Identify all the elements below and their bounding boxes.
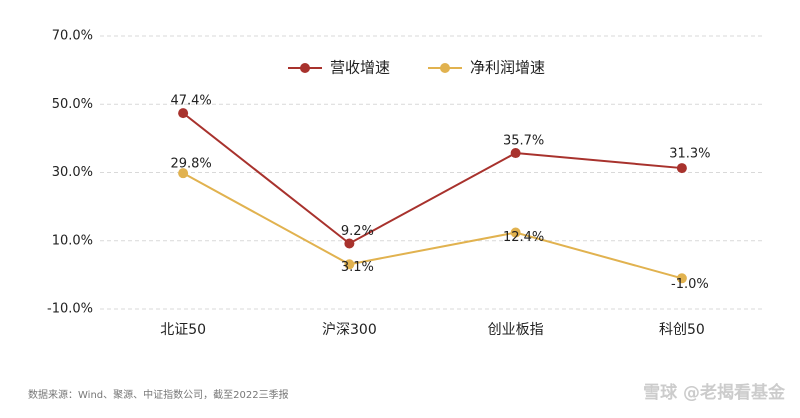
- data-label: 9.2%: [341, 224, 374, 239]
- y-tick-label: 10.0%: [52, 233, 93, 248]
- data-label: -1.0%: [671, 277, 709, 292]
- y-tick-label: -10.0%: [47, 302, 93, 317]
- data-label: 47.4%: [170, 94, 211, 109]
- point: [344, 259, 355, 270]
- source-note: 数据来源：Wind、聚源、中证指数公司，截至2022三季报: [28, 388, 289, 401]
- data-label: 3.1%: [341, 260, 374, 275]
- y-tick-label: 70.0%: [52, 29, 93, 44]
- y-tick-label: 50.0%: [52, 97, 93, 112]
- x-tick-label: 北证50: [160, 322, 206, 338]
- series-line: [182, 112, 682, 245]
- x-tick-label: 创业板指: [488, 322, 544, 338]
- data-label: 12.4%: [503, 230, 544, 245]
- data-label: 31.3%: [669, 147, 710, 162]
- data-label: 29.8%: [170, 157, 211, 172]
- x-tick-label: 沪深300: [322, 322, 377, 338]
- y-tick-label: 30.0%: [52, 165, 93, 180]
- point: [676, 273, 687, 284]
- point: [178, 168, 189, 179]
- legend-marker: [440, 63, 450, 73]
- point: [178, 108, 189, 119]
- point: [510, 227, 521, 238]
- series-line: [182, 172, 683, 280]
- legend-marker: [300, 63, 310, 73]
- point: [676, 163, 687, 174]
- x-tick-label: 科创50: [659, 322, 705, 338]
- watermark: 雪球 @老揭看基金: [643, 382, 786, 403]
- legend-label: 净利润增速: [470, 59, 545, 77]
- point: [510, 148, 521, 159]
- point: [344, 238, 355, 249]
- legend-label: 营收增速: [330, 59, 390, 77]
- data-label: 35.7%: [503, 134, 544, 149]
